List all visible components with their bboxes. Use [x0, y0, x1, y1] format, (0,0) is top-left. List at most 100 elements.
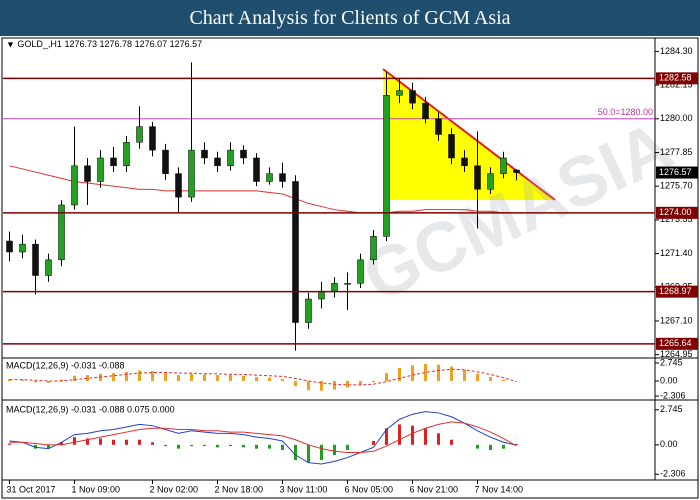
chart: GCMASIA ▼ GOLD_,H1 1276.73 1276.78 1276.…: [1, 37, 699, 499]
y-tick-label: 0.00: [660, 439, 678, 449]
histogram-bar: [34, 444, 37, 449]
candle-body: [110, 157, 117, 167]
candle-body: [162, 149, 169, 174]
candle-body: [58, 204, 65, 261]
histogram-bar: [86, 375, 89, 381]
histogram-bar: [450, 439, 453, 445]
histogram-bar: [359, 380, 362, 385]
histogram-bar: [203, 444, 206, 447]
histogram-bar: [190, 444, 193, 447]
y-tick-label: 1267.10: [660, 315, 693, 325]
histogram-bar: [502, 444, 505, 449]
histogram-bar: [73, 437, 76, 445]
histogram-bar: [398, 424, 401, 445]
level-label: 1268.97: [659, 286, 692, 296]
low-value: 1276.07: [135, 39, 168, 49]
x-tick-label: 2 Nov 18:00: [215, 484, 264, 494]
level-label-box: [656, 285, 698, 298]
candle-body: [305, 298, 312, 323]
y-tick-label: 1284.30: [660, 46, 693, 56]
moving-average: [9, 165, 517, 214]
histogram-bar: [216, 375, 219, 381]
x-tick-label: 6 Nov 05:00: [345, 484, 394, 494]
candle-body: [19, 243, 26, 253]
candle-body: [370, 236, 377, 261]
signal-line: [9, 421, 517, 453]
x-tick-label: 7 Nov 14:00: [475, 484, 524, 494]
histogram-bar: [294, 444, 297, 461]
candle-body: [344, 283, 351, 285]
histogram-bar: [502, 379, 505, 381]
candle-body: [409, 90, 416, 104]
y-tick-label: 1282.15: [660, 79, 693, 89]
candle-body: [253, 157, 260, 182]
page-title: Chart Analysis for Clients of GCM Asia: [0, 0, 700, 36]
close-value: 1276.57: [170, 39, 203, 49]
histogram-bar: [281, 444, 284, 450]
histogram-bar: [476, 373, 479, 381]
candle-body: [227, 149, 234, 167]
y-tick-label: 0.00: [660, 375, 678, 385]
histogram-bar: [346, 380, 349, 388]
histogram-bar: [138, 370, 141, 381]
histogram-bar: [190, 373, 193, 381]
histogram-bar: [476, 444, 479, 449]
histogram-bar: [242, 375, 245, 381]
y-tick-label: -2.306: [660, 390, 686, 400]
candle-body: [32, 243, 39, 276]
histogram-bar: [515, 443, 518, 445]
histogram-bar: [151, 442, 154, 445]
histogram-bar: [385, 373, 388, 381]
candle-body: [188, 149, 195, 198]
x-tick-label: 31 Oct 2017: [7, 484, 56, 494]
candle-body: [97, 157, 104, 182]
histogram-bar: [34, 380, 37, 383]
candle-body: [500, 157, 507, 174]
candle-body: [435, 118, 442, 135]
header-text: ▼ GOLD_,H1 1276.73 1276.78 1276.07 1276.…: [6, 39, 202, 49]
y-tick-label: 1264.95: [660, 349, 693, 359]
histogram-bar: [112, 373, 115, 381]
candle-body: [331, 283, 338, 292]
y-tick-label: 1280.00: [660, 113, 693, 123]
panel-label: MACD(12,26,9) -0.031 -0.088: [6, 360, 125, 370]
histogram-bar: [99, 438, 102, 445]
candle-body: [357, 259, 364, 284]
x-tick-label: 1 Nov 09:00: [72, 484, 121, 494]
histogram-bar: [268, 444, 271, 449]
header: ▼ GOLD_,H1 1276.73 1276.78 1276.07 1276.…: [6, 39, 202, 49]
histogram-bar: [151, 371, 154, 381]
histogram-bar: [164, 373, 167, 381]
histogram-bar: [177, 375, 180, 381]
histogram-bar: [437, 364, 440, 381]
histogram-bar: [216, 444, 219, 448]
y-tick-label: -2.306: [660, 469, 686, 479]
histogram-bar: [138, 439, 141, 445]
histogram-bar: [424, 363, 427, 381]
level-label-box: [656, 72, 698, 85]
histogram-bar: [489, 444, 492, 450]
y-tick-label: 1273.55: [660, 214, 693, 224]
candle-body: [175, 173, 182, 198]
price-label-box: [656, 166, 698, 179]
candle-body: [6, 240, 13, 253]
candle-body: [45, 259, 52, 276]
candle-body: [149, 126, 156, 151]
histogram-bar: [372, 441, 375, 445]
candle-body: [422, 102, 429, 120]
candle-body: [123, 142, 130, 167]
y-tick-label: 2.745: [660, 404, 683, 414]
histogram-bar: [8, 443, 11, 445]
signal-line: [9, 368, 517, 386]
open-value: 1276.73: [64, 39, 97, 49]
candle-body: [292, 181, 299, 323]
histogram-bar: [424, 428, 427, 445]
y-tick-label: 1277.85: [660, 147, 693, 157]
x-tick-label: 6 Nov 21:00: [410, 484, 459, 494]
histogram-bar: [21, 379, 24, 381]
histogram-bar: [333, 380, 336, 390]
level-label-box: [656, 206, 698, 219]
candle-body: [461, 157, 468, 167]
candle-body: [396, 90, 403, 96]
histogram-bar: [411, 425, 414, 445]
